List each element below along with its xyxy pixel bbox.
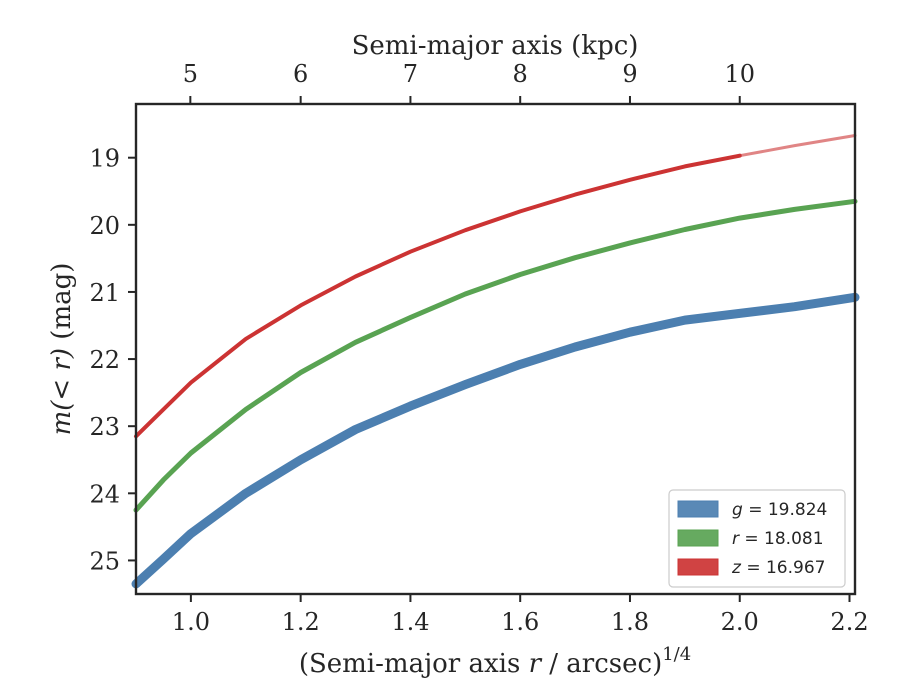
series-z-extension (738, 134, 857, 158)
y-tick-label: 23 (89, 413, 120, 441)
y-tick-label: 24 (89, 480, 120, 508)
legend-swatch-z (677, 558, 719, 576)
series-layer (131, 134, 860, 589)
top-x-tick-label: 6 (293, 60, 308, 88)
legend-swatch-r (677, 529, 719, 547)
y-tick-label: 20 (89, 212, 120, 240)
x-tick-label: 1.4 (391, 608, 429, 636)
x-tick-label: 2.0 (721, 608, 759, 636)
y-axis-title: m(< r) (mag) (47, 263, 77, 436)
x-tick-label: 1.0 (172, 608, 210, 636)
series-r-line (133, 198, 858, 513)
top-x-tick-label: 7 (403, 60, 418, 88)
x-axis-title: (Semi-major axis r / arcsec)1/4 (299, 644, 691, 679)
y-tick-label: 25 (89, 547, 120, 575)
x-tick-label: 1.2 (282, 608, 320, 636)
y-tick-label: 22 (89, 346, 120, 374)
top-x-tick-label: 9 (622, 60, 637, 88)
top-x-tick-label: 10 (724, 60, 755, 88)
x-tick-label: 1.6 (501, 608, 539, 636)
top-x-tick-label: 8 (513, 60, 528, 88)
legend: g = 19.824 r = 18.081 z = 16.967 (668, 489, 846, 588)
plot-frame (134, 102, 857, 596)
legend-label-z: z = 16.967 (731, 558, 825, 578)
legend-swatch-g (677, 500, 719, 518)
top-x-axis-title: Semi-major axis (kpc) (352, 31, 639, 61)
x-tick-label: 2.2 (830, 608, 868, 636)
y-tick-label: 21 (89, 279, 120, 307)
series-g-line (131, 292, 860, 589)
ticks-layer: 1.0 1.2 1.4 1.6 1.8 2.0 2.2 19 20 21 22 23 24 25 5 6 7 8 9… (89, 60, 868, 636)
y-tick-label: 19 (89, 145, 120, 173)
top-x-tick-label: 5 (183, 60, 198, 88)
x-tick-label: 1.8 (611, 608, 649, 636)
legend-label-g: g = 19.824 (732, 500, 827, 520)
series-z-line (134, 153, 742, 439)
legend-label-r: r = 18.081 (732, 529, 824, 549)
